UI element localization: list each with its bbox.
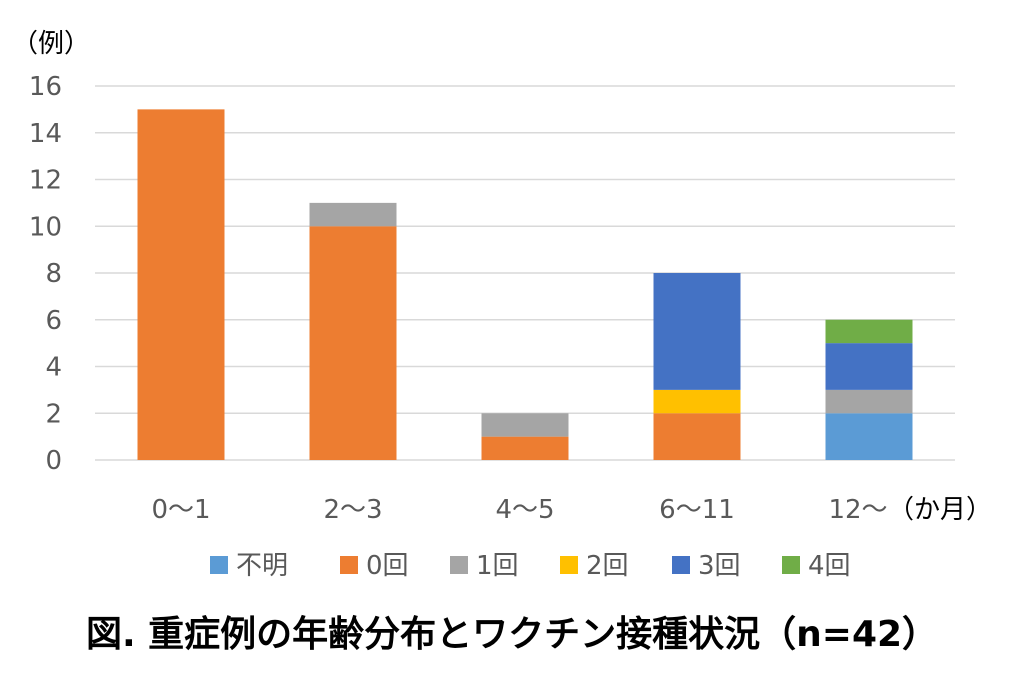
bars — [137, 109, 913, 460]
x-category-label: 6〜11 — [659, 495, 735, 525]
x-category-label: 0〜1 — [151, 495, 210, 525]
bar-segment — [825, 413, 913, 460]
legend-swatch — [340, 556, 358, 574]
bar-segment — [653, 389, 741, 414]
y-tick-label: 10 — [29, 212, 62, 242]
y-tick-label: 6 — [45, 306, 62, 336]
chart-title: 図. 重症例の年齢分布とワクチン接種状況（n=42） — [86, 614, 938, 655]
bar-segment — [825, 319, 913, 344]
y-tick-label: 0 — [45, 446, 62, 476]
bar-segment — [481, 436, 569, 460]
y-axis-unit-label: （例） — [12, 29, 90, 59]
x-axis-categories: 0〜1 2〜3 4〜5 6〜11 12〜 — [151, 495, 887, 525]
x-axis-unit-label: （か月） — [888, 495, 992, 525]
bar-segment — [653, 273, 741, 390]
x-category-label: 4〜5 — [495, 495, 554, 525]
y-axis-ticks: 0 2 4 6 8 10 12 14 16 — [29, 72, 62, 476]
legend-label: 不明 — [236, 551, 288, 581]
legend-label: 3回 — [698, 551, 741, 581]
bar-segment — [137, 109, 225, 460]
legend: 不明 0回 1回 2回 3回 4回 — [210, 551, 851, 581]
y-tick-label: 8 — [45, 259, 62, 289]
y-tick-label: 14 — [29, 119, 62, 149]
gridlines — [95, 85, 955, 461]
legend-label: 2回 — [586, 551, 629, 581]
legend-label: 1回 — [476, 551, 519, 581]
legend-label: 4回 — [808, 551, 851, 581]
bar-segment — [309, 226, 397, 460]
bar-segment — [825, 343, 913, 390]
x-category-label: 2〜3 — [323, 495, 382, 525]
x-category-label: 12〜 — [828, 495, 887, 525]
bar-segment — [653, 413, 741, 460]
bar-segment — [481, 413, 569, 437]
y-tick-label: 16 — [29, 72, 62, 102]
y-tick-label: 2 — [45, 399, 62, 429]
legend-swatch — [560, 556, 578, 574]
bar-segment — [825, 389, 913, 414]
legend-swatch — [782, 556, 800, 574]
y-tick-label: 4 — [45, 353, 62, 383]
legend-swatch — [450, 556, 468, 574]
legend-swatch — [672, 556, 690, 574]
y-tick-label: 12 — [29, 166, 62, 196]
legend-label: 0回 — [366, 551, 409, 581]
bar-segment — [309, 202, 397, 227]
legend-swatch — [210, 556, 228, 574]
